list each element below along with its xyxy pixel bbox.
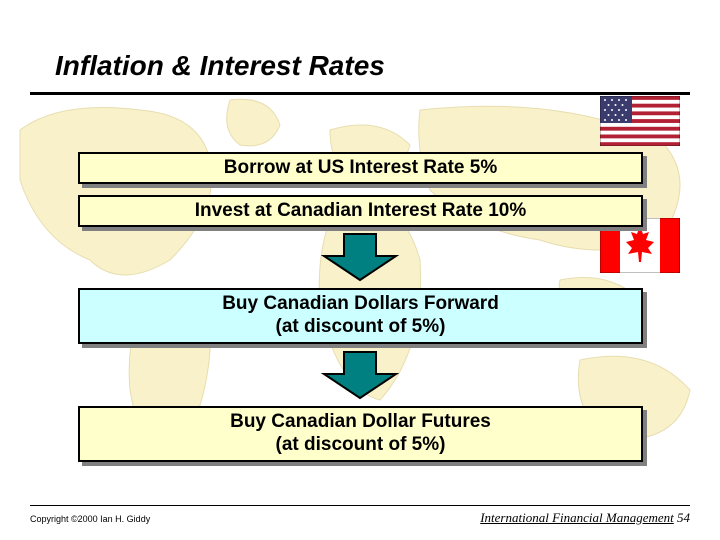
- down-arrow-icon: [320, 232, 400, 282]
- footer-doc-title: International Financial Management: [480, 510, 674, 525]
- step-text: Borrow at US Interest Rate 5%: [224, 157, 497, 180]
- slide-title: Inflation & Interest Rates: [55, 50, 385, 82]
- slide-number: 54: [677, 510, 690, 525]
- step-box-buy-futures: Buy Canadian Dollar Futures (at discount…: [78, 406, 643, 462]
- title-rule: [30, 92, 690, 95]
- footer-right: International Financial Management 54: [480, 510, 690, 526]
- footer-rule: [30, 505, 690, 506]
- copyright-text: Copyright ©2000 Ian H. Giddy: [30, 514, 150, 524]
- step-box-buy-forward: Buy Canadian Dollars Forward (at discoun…: [78, 288, 643, 344]
- step-box-invest-canadian: Invest at Canadian Interest Rate 10%: [78, 195, 643, 227]
- step-text: Buy Canadian Dollars Forward (at discoun…: [222, 293, 499, 339]
- step-text: Invest at Canadian Interest Rate 10%: [195, 200, 527, 223]
- step-text: Buy Canadian Dollar Futures (at discount…: [230, 411, 491, 457]
- step-box-borrow-us: Borrow at US Interest Rate 5%: [78, 152, 643, 184]
- down-arrow-icon: [320, 350, 400, 400]
- us-flag-icon: [600, 96, 680, 146]
